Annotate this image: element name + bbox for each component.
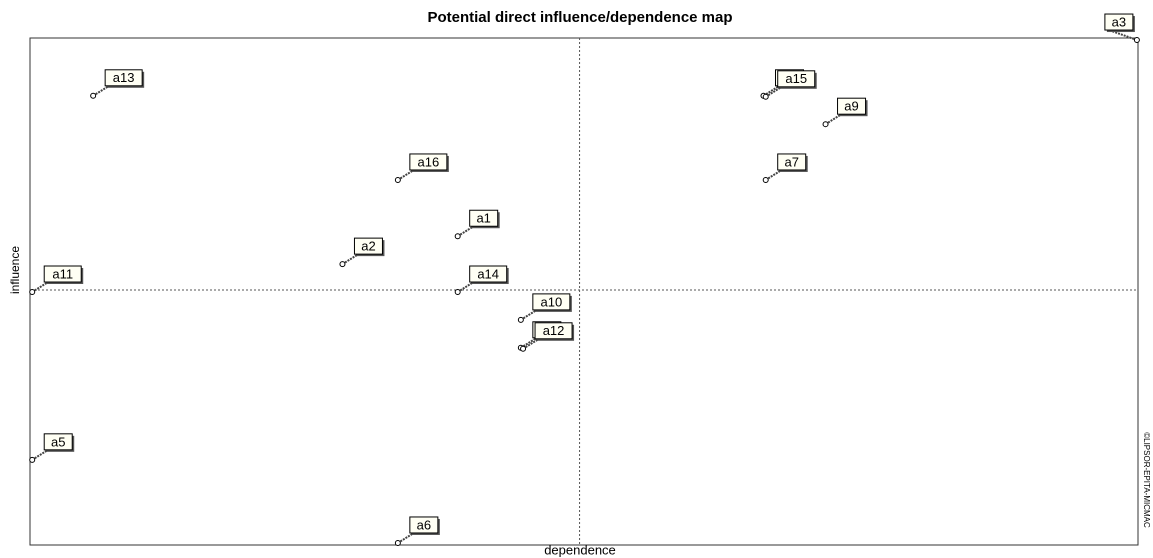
point-label: a3 [1112,14,1126,29]
credit: ©LIPSOR-EPITA-MICMAC [1142,432,1151,528]
point [455,290,460,295]
point [395,540,400,545]
point-label: a16 [418,154,440,169]
point-label: a13 [113,70,135,85]
point-label: a5 [51,434,65,449]
point-label: a14 [477,266,499,281]
point [763,94,768,99]
point-label: a6 [417,517,431,532]
point [1134,38,1139,43]
point [395,177,400,182]
chart-title: Potential direct influence/dependence ma… [427,9,732,26]
point-label: a10 [540,294,562,309]
point [518,317,523,322]
point-label: a9 [844,99,858,114]
point [521,346,526,351]
point-label: a7 [784,154,798,169]
point [823,122,828,127]
point-label: a15 [785,71,807,86]
point [30,457,35,462]
plot-frame [30,38,1138,545]
point [30,290,35,295]
chart: Potential direct influence/dependence ma… [0,0,1153,558]
point-label: a12 [543,323,565,338]
point [763,177,768,182]
x-axis-label: dependence [544,542,616,557]
point [340,262,345,267]
point [91,93,96,98]
point-label: a2 [361,239,375,254]
point-label: a1 [476,211,490,226]
point [455,234,460,239]
y-axis-label: influence [8,246,22,294]
point-label: a11 [52,266,73,281]
